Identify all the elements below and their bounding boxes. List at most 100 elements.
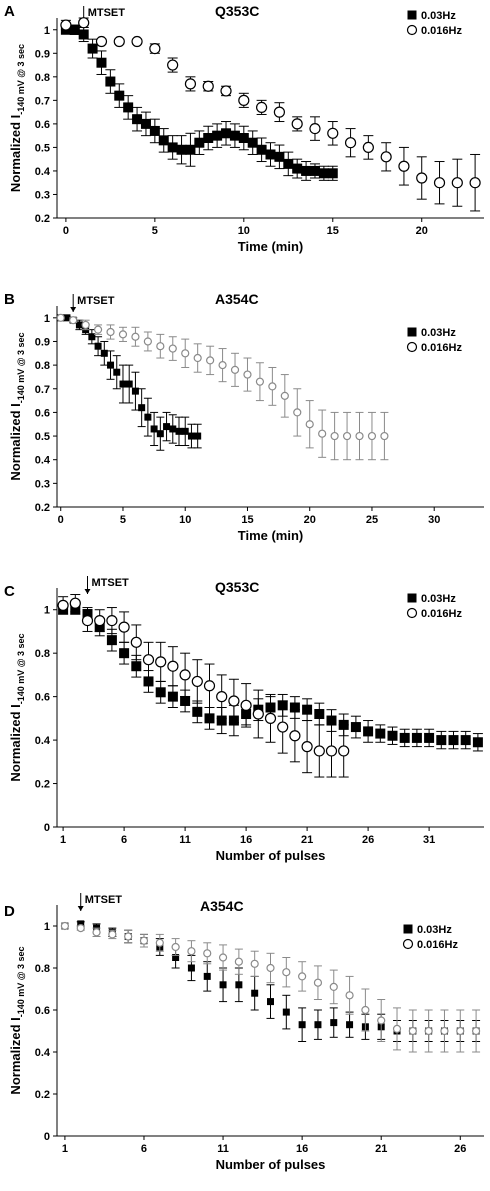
data-point-filled-square xyxy=(123,102,134,113)
data-point-filled-square xyxy=(283,158,294,169)
panel-letter: B xyxy=(4,291,15,308)
panel-title: Q353C xyxy=(215,579,259,595)
data-point-open-circle xyxy=(238,94,250,106)
data-point-open-circle xyxy=(313,745,325,757)
data-point-open-circle xyxy=(282,968,291,977)
y-tick-label: 0.3 xyxy=(35,189,50,201)
data-point-open-circle xyxy=(69,316,78,325)
x-tick-label: 1 xyxy=(60,834,66,846)
data-point-filled-square xyxy=(247,137,258,148)
y-tick-label: 0.6 xyxy=(35,692,50,704)
y-axis-title-main: Normalized I xyxy=(8,704,23,781)
data-point-filled-square xyxy=(326,715,337,726)
data-point-open-circle xyxy=(167,59,179,71)
data-point-filled-square xyxy=(267,998,274,1006)
data-point-open-circle xyxy=(329,982,338,992)
data-point-filled-square xyxy=(301,165,312,176)
data-point-filled-square xyxy=(149,125,160,136)
data-point-filled-square xyxy=(192,706,203,717)
legend-marker-filled-square xyxy=(407,593,417,603)
data-point-open-circle xyxy=(93,325,103,334)
data-point-open-circle xyxy=(181,349,190,358)
data-point-open-circle xyxy=(367,431,377,441)
data-point-open-circle xyxy=(362,141,374,154)
data-point-open-circle xyxy=(142,654,155,666)
x-tick-label: 5 xyxy=(120,514,126,526)
data-point-filled-square xyxy=(119,648,130,659)
data-point-open-circle xyxy=(155,656,167,668)
data-point-filled-square xyxy=(169,425,177,433)
x-tick-label: 6 xyxy=(121,834,127,846)
panel-letter: A xyxy=(4,3,15,20)
data-point-open-circle xyxy=(92,928,101,937)
y-axis-title-subscript: -140 mV @ 3 sec xyxy=(16,332,26,403)
data-point-filled-square xyxy=(203,133,214,143)
data-point-filled-square xyxy=(113,368,121,376)
data-point-open-circle xyxy=(60,921,70,931)
legend-label: 0.03Hz xyxy=(421,10,456,22)
data-point-open-circle xyxy=(298,972,307,981)
data-point-open-circle xyxy=(252,708,264,720)
data-point-open-circle xyxy=(191,675,203,688)
data-point-filled-square xyxy=(114,90,125,101)
y-axis-title-main: Normalized I xyxy=(8,115,23,192)
data-point-open-circle xyxy=(416,172,428,184)
legend-label: 0.03Hz xyxy=(421,593,456,605)
legend-label: 0.03Hz xyxy=(417,924,452,936)
data-point-open-circle xyxy=(361,1005,370,1015)
data-point-open-circle xyxy=(243,370,252,379)
mtset-label: MTSET xyxy=(92,577,130,589)
x-axis-title: Number of pulses xyxy=(216,1157,326,1172)
y-tick-label: 0.6 xyxy=(35,407,50,419)
data-point-filled-square xyxy=(327,168,338,179)
data-point-open-circle xyxy=(95,35,108,48)
data-point-open-circle xyxy=(451,177,463,189)
data-point-filled-square xyxy=(265,149,276,160)
legend: 0.03Hz 0.016Hz xyxy=(406,593,462,620)
y-tick-label: 0.4 xyxy=(35,166,51,178)
data-point-open-circle xyxy=(277,721,289,733)
y-tick-label: 0 xyxy=(44,1131,50,1143)
series-open xyxy=(60,921,481,1053)
data-point-filled-square xyxy=(69,24,80,35)
data-point-filled-square xyxy=(282,1008,290,1016)
data-point-open-circle xyxy=(289,730,301,742)
data-point-open-circle xyxy=(118,330,128,339)
x-tick-label: 10 xyxy=(238,225,250,237)
panel-title: A354C xyxy=(215,291,259,307)
y-tick-label: 0.2 xyxy=(35,779,50,791)
data-point-filled-square xyxy=(289,702,300,713)
data-point-filled-square xyxy=(155,687,166,698)
y-tick-label: 0.5 xyxy=(35,431,50,443)
data-point-filled-square xyxy=(94,342,102,350)
data-point-open-circle xyxy=(179,669,191,681)
data-point-filled-square xyxy=(75,321,83,329)
data-point-filled-square xyxy=(150,425,158,433)
data-point-open-circle xyxy=(408,1026,417,1036)
y-tick-label: 0 xyxy=(44,822,50,834)
x-axis-title: Number of pulses xyxy=(216,848,326,863)
x-tick-label: 30 xyxy=(428,514,440,526)
data-point-open-circle xyxy=(168,344,177,353)
y-axis-title-main: Normalized I xyxy=(8,403,23,480)
x-tick-label: 26 xyxy=(454,1143,466,1155)
data-point-filled-square xyxy=(194,137,205,148)
y-axis-title: Normalized I-140 mV @ 3 sec xyxy=(8,44,26,192)
data-point-open-circle xyxy=(56,313,65,322)
mtset-label: MTSET xyxy=(77,295,115,307)
x-tick-label: 26 xyxy=(362,834,374,846)
x-tick-label: 20 xyxy=(416,225,428,237)
data-point-filled-square xyxy=(106,635,117,646)
series-filled xyxy=(60,24,338,181)
data-point-filled-square xyxy=(274,151,285,162)
y-tick-label: 0.6 xyxy=(35,119,50,131)
y-tick-label: 0.5 xyxy=(35,142,50,154)
data-point-filled-square xyxy=(105,76,116,87)
data-point-open-circle xyxy=(318,429,327,438)
data-point-filled-square xyxy=(411,732,422,743)
data-point-open-circle xyxy=(471,1026,481,1036)
data-point-open-circle xyxy=(149,42,161,55)
x-tick-label: 16 xyxy=(240,834,252,846)
data-point-filled-square xyxy=(235,981,243,989)
data-point-filled-square xyxy=(107,361,115,369)
